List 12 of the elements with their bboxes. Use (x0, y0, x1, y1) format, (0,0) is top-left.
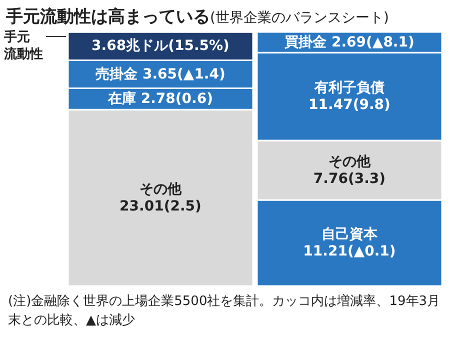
text: (注)金融除く世界の上場企業5500社を集計。カッコ内は増減率、19年3月末との比較、▲は減少 (8, 292, 442, 330)
chart-subtitle: (世界企業のバランスシート) (210, 10, 389, 26)
data-label: 売掛金 3.65(▲1.4) (96, 66, 226, 82)
text: 手元流動性 (4, 29, 43, 64)
data-label: 買掛金 2.69(▲8.1) (284, 34, 414, 50)
data-label: その他 23.01(2.5) (120, 181, 202, 214)
data-label: 3.68兆ドル(15.5%) (92, 38, 230, 54)
data-label: 在庫 2.78(0.6) (106, 90, 214, 107)
data-label: 有利子負債 11.47(9.8) (308, 80, 390, 114)
chart-title: 手元流動性は高まっている (6, 7, 210, 27)
data-label: 自己資本 11.21(▲0.1) (303, 226, 396, 260)
data-label: その他 7.76(3.3) (313, 154, 386, 187)
